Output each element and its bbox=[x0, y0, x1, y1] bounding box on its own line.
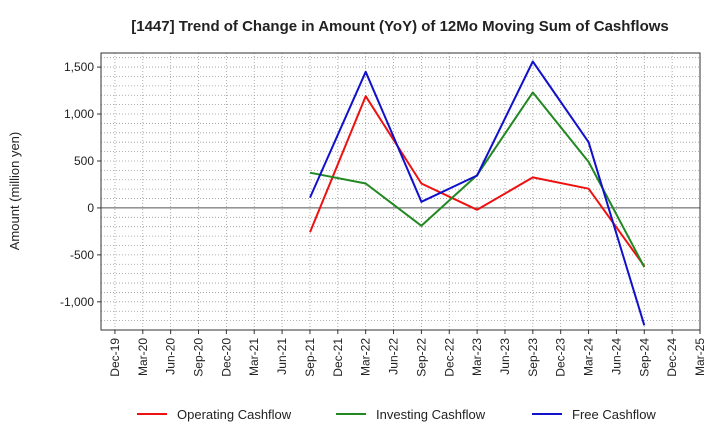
legend-label: Operating Cashflow bbox=[177, 407, 292, 422]
legend-label: Investing Cashflow bbox=[376, 407, 486, 422]
plot-border bbox=[100, 52, 701, 331]
x-tick-label: Dec-21 bbox=[331, 338, 345, 377]
x-tick-label: Jun-20 bbox=[164, 338, 178, 375]
y-tick-label: -1,000 bbox=[60, 295, 94, 309]
x-tick-label: Mar-23 bbox=[470, 338, 484, 376]
x-tick-label: Jun-22 bbox=[387, 338, 401, 375]
x-tick-label: Dec-23 bbox=[554, 338, 568, 377]
x-tick-label: Dec-20 bbox=[219, 338, 233, 377]
x-tick-label: Sep-21 bbox=[303, 338, 317, 377]
x-tick-label: Mar-21 bbox=[247, 338, 261, 376]
x-tick-label: Mar-24 bbox=[582, 338, 596, 376]
x-tick-label: Jun-24 bbox=[609, 338, 623, 375]
x-tick-label: Sep-20 bbox=[192, 338, 206, 377]
grid bbox=[101, 53, 701, 331]
series-lines bbox=[309, 60, 646, 326]
x-tick-label: Sep-22 bbox=[414, 338, 428, 377]
x-tick-label: Sep-23 bbox=[526, 338, 540, 377]
y-axis-label: Amount (million yen) bbox=[7, 132, 22, 251]
axes: -1,000 -500 0 500 1,000 1,500 Dec-19 Mar-20 Jun-… bbox=[60, 52, 707, 377]
x-tick-label: Jun-23 bbox=[498, 338, 512, 375]
y-tick-label: 1,500 bbox=[64, 60, 94, 74]
x-tick-label: Mar-20 bbox=[136, 338, 150, 376]
x-tick-label: Dec-19 bbox=[108, 338, 122, 377]
x-tick-label: Jun-21 bbox=[275, 338, 289, 375]
x-tick-label: Mar-22 bbox=[359, 338, 373, 376]
chart-title: [1447] Trend of Change in Amount (YoY) o… bbox=[131, 18, 669, 35]
y-tick-label: 500 bbox=[74, 154, 94, 168]
y-tick-label: -500 bbox=[70, 248, 94, 262]
y-tick-label: 0 bbox=[87, 201, 94, 215]
x-tick-label: Dec-24 bbox=[665, 338, 679, 377]
x-tick-label: Dec-22 bbox=[442, 338, 456, 377]
legend: Operating Cashflow Investing Cashflow Free… bbox=[137, 407, 656, 422]
legend-label: Free Cashflow bbox=[572, 407, 656, 422]
series-line-1 bbox=[309, 95, 646, 267]
x-tick-label: Sep-24 bbox=[637, 338, 651, 377]
x-tick-label: Mar-25 bbox=[693, 338, 707, 376]
y-tick-label: 1,000 bbox=[64, 107, 94, 121]
series-line-3 bbox=[309, 60, 646, 326]
